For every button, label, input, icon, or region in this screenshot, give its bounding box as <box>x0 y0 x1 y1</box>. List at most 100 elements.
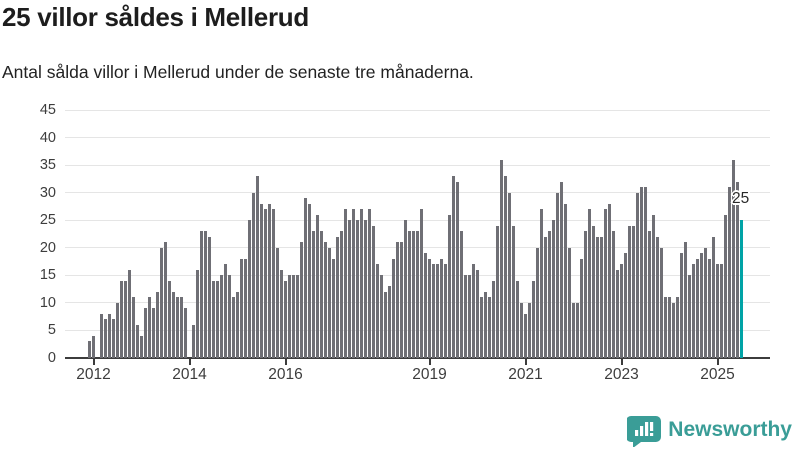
bar <box>548 231 551 358</box>
bar <box>312 231 315 358</box>
bar <box>92 335 95 358</box>
bar <box>660 247 663 358</box>
bar <box>272 209 275 358</box>
bar <box>472 264 475 358</box>
bar <box>408 231 411 358</box>
y-tick-label-40: 40 <box>39 129 56 146</box>
bar <box>536 247 539 358</box>
bar <box>220 275 223 358</box>
bar <box>676 297 679 358</box>
bar <box>212 280 215 358</box>
bar <box>184 308 187 358</box>
bar <box>712 236 715 358</box>
bar <box>148 297 151 358</box>
bar <box>100 313 103 358</box>
bar <box>584 231 587 358</box>
bar <box>628 225 631 358</box>
bar <box>424 253 427 358</box>
bar <box>724 214 727 358</box>
bar <box>196 269 199 358</box>
bar <box>508 192 511 358</box>
bar <box>336 236 339 358</box>
x-tick-label-2025: 2025 <box>700 366 735 383</box>
newsworthy-logo: Newsworthy <box>627 412 792 448</box>
x-axis-line <box>65 357 770 359</box>
bar <box>296 275 299 358</box>
bar <box>288 275 291 358</box>
bar <box>180 297 183 358</box>
bar <box>112 319 115 358</box>
y-tick-label-5: 5 <box>47 322 56 339</box>
bar <box>544 236 547 358</box>
gridline-40 <box>65 137 770 139</box>
bar <box>168 280 171 358</box>
bar <box>460 231 463 358</box>
bar-current-highlight <box>740 220 743 358</box>
bar <box>116 302 119 358</box>
y-tick-label-25: 25 <box>39 212 56 229</box>
bar <box>732 159 735 358</box>
x-tick-label-2023: 2023 <box>604 366 639 383</box>
bar <box>604 209 607 358</box>
bar <box>624 253 627 358</box>
bar <box>684 242 687 358</box>
bar <box>368 209 371 358</box>
bar <box>240 258 243 358</box>
gridline-30 <box>65 192 770 194</box>
bar <box>156 291 159 358</box>
bar <box>468 275 471 358</box>
bar <box>164 242 167 358</box>
bar <box>360 209 363 358</box>
x-tick-2021 <box>524 359 527 365</box>
bar <box>680 253 683 358</box>
x-tick-label-2014: 2014 <box>172 366 207 383</box>
bar <box>644 187 647 358</box>
y-tick-label-0: 0 <box>47 350 56 366</box>
bar <box>500 159 503 358</box>
chart-subtitle: Antal sålda villor i Mellerud under de s… <box>2 62 474 82</box>
bar <box>720 264 723 358</box>
x-tick-2016 <box>284 359 287 365</box>
bar <box>648 231 651 358</box>
y-tick-label-20: 20 <box>39 239 56 256</box>
bar <box>396 242 399 358</box>
bar <box>528 302 531 358</box>
bar <box>576 302 579 358</box>
bar <box>388 286 391 358</box>
bar <box>124 280 127 358</box>
bar <box>708 258 711 358</box>
bar <box>532 280 535 358</box>
bar <box>244 258 247 358</box>
x-tick-label-2012: 2012 <box>76 366 111 383</box>
x-tick-2019 <box>428 359 431 365</box>
bar <box>260 203 263 358</box>
bar <box>476 269 479 358</box>
bar <box>292 275 295 358</box>
bar <box>632 225 635 358</box>
bar <box>400 242 403 358</box>
bar <box>668 297 671 358</box>
bar <box>636 192 639 358</box>
bar <box>600 236 603 358</box>
bar <box>356 220 359 358</box>
plot-area <box>65 109 770 359</box>
gridline-45 <box>65 109 770 111</box>
gridline-35 <box>65 164 770 166</box>
bar <box>384 291 387 358</box>
bar <box>280 269 283 358</box>
bar <box>436 264 439 358</box>
bar <box>440 258 443 358</box>
bar <box>496 225 499 358</box>
bar <box>580 258 583 358</box>
bar <box>284 280 287 358</box>
bar <box>552 220 555 358</box>
bar <box>276 247 279 358</box>
bar <box>172 291 175 358</box>
bar <box>392 258 395 358</box>
bar <box>204 231 207 358</box>
bar <box>560 181 563 358</box>
bar <box>564 203 567 358</box>
bar <box>704 247 707 358</box>
bar <box>376 264 379 358</box>
bar <box>692 264 695 358</box>
